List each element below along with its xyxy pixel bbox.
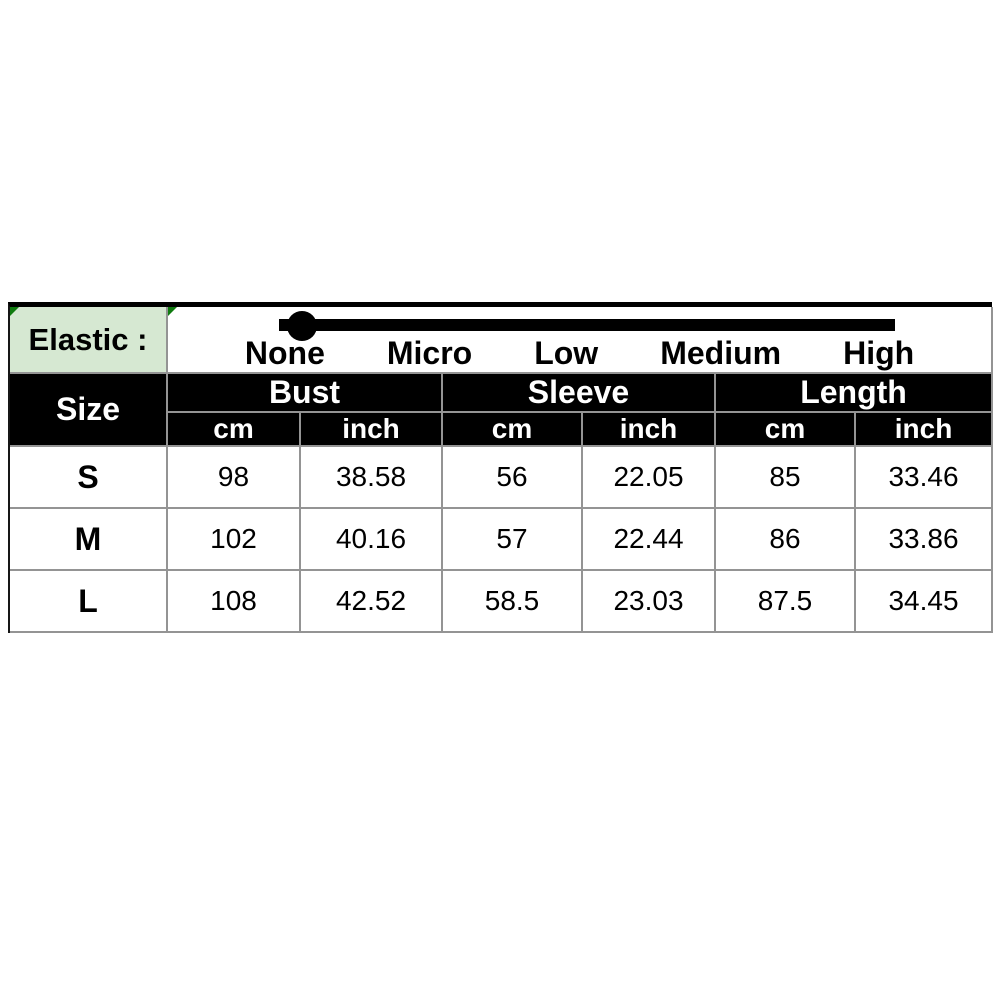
elastic-level-none: None	[244, 335, 325, 371]
elastic-slider-cell: None Micro Low Medium High	[165, 307, 994, 374]
length-cm-value: 85	[714, 445, 856, 509]
sleeve-inch-value: 23.03	[581, 569, 716, 633]
sleeve-column-header: Sleeve	[441, 372, 716, 413]
elastic-slider-track	[279, 319, 895, 331]
length-cm-header: cm	[714, 411, 856, 447]
table-row-s: S 98 38.58 56 22.05 85 33.46	[10, 445, 994, 509]
table-row-l: L 108 42.52 58.5 23.03 87.5 34.45	[10, 569, 994, 633]
table-row-m: M 102 40.16 57 22.44 86 33.86	[10, 507, 994, 571]
sleeve-inch-value: 22.05	[581, 445, 716, 509]
size-label: S	[10, 445, 168, 509]
length-column-header: Length	[713, 372, 994, 413]
elastic-level-micro: Micro	[386, 335, 473, 371]
sleeve-cm-value: 57	[441, 507, 583, 571]
elastic-level-labels: None Micro Low Medium High	[169, 335, 990, 371]
size-label: M	[10, 507, 168, 571]
bust-cm-value: 108	[166, 569, 301, 633]
sleeve-cm-value: 56	[441, 445, 583, 509]
sleeve-cm-value: 58.5	[441, 569, 583, 633]
bust-inch-header: inch	[299, 411, 443, 447]
bust-column-header: Bust	[166, 372, 443, 413]
unit-header-row: cm inch cm inch cm inch	[10, 411, 994, 447]
sleeve-inch-header: inch	[581, 411, 716, 447]
sleeve-cm-header: cm	[441, 411, 583, 447]
bust-inch-value: 40.16	[299, 507, 443, 571]
size-chart-table: Elastic : None Micro Low Medium High	[8, 302, 994, 633]
elastic-slider-thumb	[287, 311, 317, 341]
size-column-header: Size	[10, 372, 168, 447]
bust-inch-value: 42.52	[299, 569, 443, 633]
bust-cm-value: 102	[166, 507, 301, 571]
length-inch-value: 33.46	[853, 445, 994, 509]
bust-cm-header: cm	[166, 411, 301, 447]
length-cm-value: 87.5	[714, 569, 856, 633]
length-inch-value: 33.86	[853, 507, 994, 571]
elastic-row: Elastic : None Micro Low Medium High	[10, 307, 994, 374]
length-inch-header: inch	[853, 411, 994, 447]
size-label: L	[10, 569, 168, 633]
group-header-row: Size Bust Sleeve Length	[10, 372, 994, 447]
elastic-level-medium: Medium	[660, 335, 782, 371]
length-inch-value: 34.45	[853, 569, 994, 633]
elastic-level-high: High	[843, 335, 915, 371]
elastic-label-cell: Elastic :	[10, 307, 168, 374]
bust-inch-value: 38.58	[299, 445, 443, 509]
elastic-level-low: Low	[534, 335, 599, 371]
elastic-label: Elastic :	[28, 321, 148, 357]
length-cm-value: 86	[714, 507, 856, 571]
cell-flag-icon	[10, 307, 19, 316]
cell-flag-icon	[169, 307, 177, 316]
bust-cm-value: 98	[166, 445, 301, 509]
sleeve-inch-value: 22.44	[581, 507, 716, 571]
